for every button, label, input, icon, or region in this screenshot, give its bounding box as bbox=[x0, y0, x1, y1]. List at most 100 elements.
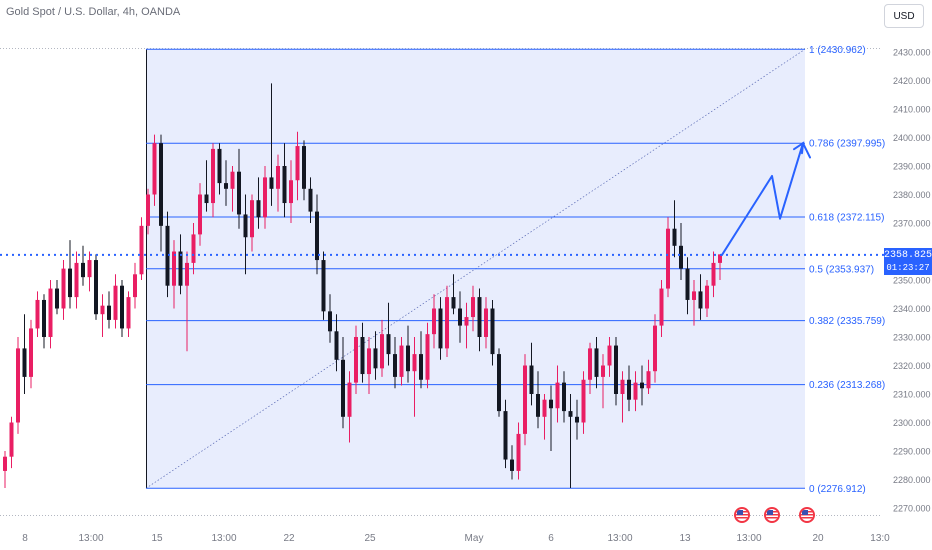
candle-body bbox=[536, 394, 540, 417]
price-axis-tick: 2420.000 bbox=[893, 76, 931, 86]
candle bbox=[289, 160, 293, 223]
candle-body bbox=[341, 359, 345, 417]
candle bbox=[211, 143, 215, 218]
candle bbox=[29, 319, 33, 389]
candle bbox=[510, 445, 514, 480]
candle bbox=[321, 251, 326, 320]
candle-body bbox=[451, 297, 456, 309]
candle bbox=[172, 240, 176, 309]
us-flag-event-icon[interactable] bbox=[799, 507, 815, 523]
candle-body bbox=[445, 297, 449, 349]
candle-body bbox=[484, 308, 488, 337]
candle bbox=[126, 291, 131, 337]
candle-body bbox=[224, 183, 228, 189]
candle-body bbox=[614, 345, 618, 394]
time-axis-tick: 20 bbox=[812, 533, 824, 544]
candle-body bbox=[217, 148, 222, 184]
candle-body bbox=[464, 317, 469, 326]
candle-body bbox=[692, 291, 696, 300]
currency-selector-button[interactable]: USD bbox=[884, 4, 924, 28]
candle bbox=[68, 240, 72, 309]
candle-body bbox=[412, 354, 417, 372]
candle bbox=[282, 143, 287, 218]
candle bbox=[159, 134, 163, 252]
candle-body bbox=[646, 371, 651, 389]
us-flag-event-icon[interactable] bbox=[734, 507, 750, 523]
candle bbox=[503, 399, 508, 469]
candle-body bbox=[22, 348, 27, 377]
candle-body bbox=[653, 325, 657, 372]
candle bbox=[640, 365, 644, 406]
time-axis-tick: 22 bbox=[283, 533, 295, 544]
candle bbox=[393, 337, 397, 389]
candle bbox=[562, 371, 566, 423]
candle bbox=[81, 245, 85, 286]
candles bbox=[3, 83, 722, 489]
candle bbox=[230, 166, 235, 212]
candle-body bbox=[120, 285, 124, 329]
candle-body bbox=[100, 305, 105, 315]
candle-body bbox=[562, 382, 566, 412]
candle-body bbox=[152, 143, 157, 195]
candle-body bbox=[256, 200, 261, 218]
candle bbox=[425, 322, 430, 389]
candle-body bbox=[289, 180, 293, 204]
candle-body bbox=[594, 348, 599, 377]
candle bbox=[74, 251, 79, 309]
candle-body bbox=[588, 348, 592, 380]
candle-body bbox=[490, 308, 495, 355]
candle-body bbox=[185, 262, 189, 286]
candle-body bbox=[438, 308, 443, 349]
candle bbox=[360, 322, 365, 383]
candle-body bbox=[627, 379, 631, 400]
candle bbox=[263, 166, 267, 229]
candle-body bbox=[211, 148, 215, 204]
candle-body bbox=[198, 194, 202, 235]
candle bbox=[334, 314, 339, 372]
candle-body bbox=[523, 365, 527, 434]
time-axis-tick: 13:00 bbox=[78, 533, 103, 544]
candle bbox=[549, 385, 553, 451]
candle bbox=[666, 217, 670, 298]
chart-title[interactable]: Gold Spot / U.S. Dollar, 4h, OANDA bbox=[6, 6, 181, 18]
candle-body bbox=[620, 379, 625, 394]
candle-body bbox=[237, 171, 241, 215]
projection-path bbox=[721, 142, 811, 256]
projection-arrowhead bbox=[793, 141, 805, 155]
candle-body bbox=[243, 214, 248, 238]
candle-body bbox=[94, 260, 98, 315]
candle bbox=[100, 294, 105, 337]
time-axis: 8 13:00 15 13:00 22 25 May 6 13:00 13 13:00 20 13:0 bbox=[22, 533, 890, 544]
candle bbox=[458, 291, 462, 343]
candle bbox=[341, 337, 345, 429]
candle-body bbox=[61, 268, 66, 309]
candle-body bbox=[497, 354, 501, 412]
time-axis-tick: 25 bbox=[364, 533, 376, 544]
candle-body bbox=[113, 285, 118, 320]
candle bbox=[718, 254, 722, 280]
candle bbox=[406, 325, 410, 383]
time-axis-tick: 13 bbox=[679, 533, 691, 544]
candle-body bbox=[503, 411, 508, 460]
price-axis-tick: 2390.000 bbox=[893, 162, 931, 172]
candle bbox=[529, 342, 534, 406]
candle-body bbox=[640, 382, 644, 389]
price-axis-tick: 2340.000 bbox=[893, 304, 931, 314]
candle-body bbox=[172, 251, 176, 286]
candle-body bbox=[354, 337, 358, 383]
candle-body bbox=[107, 305, 111, 320]
candle-body bbox=[48, 288, 53, 337]
time-axis-tick: 13:00 bbox=[211, 533, 236, 544]
time-axis-tick: 13:00 bbox=[736, 533, 761, 544]
candle-body bbox=[55, 288, 59, 309]
candle-body bbox=[282, 166, 287, 204]
candle-body bbox=[659, 288, 664, 326]
candle-body bbox=[3, 456, 7, 471]
price-axis-tick: 2310.000 bbox=[893, 390, 931, 400]
us-flag-event-icon[interactable] bbox=[764, 507, 780, 523]
candle bbox=[679, 223, 683, 280]
candle-body bbox=[393, 354, 397, 377]
candle-body bbox=[204, 194, 209, 204]
candle bbox=[191, 223, 196, 275]
